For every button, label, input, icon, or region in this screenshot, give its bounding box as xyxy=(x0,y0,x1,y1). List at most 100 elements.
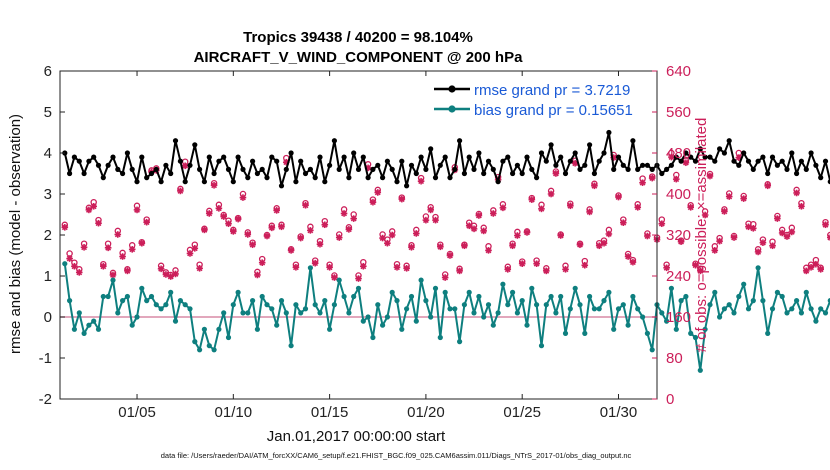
bias-point xyxy=(110,277,116,283)
rmse-point xyxy=(697,146,703,152)
rmse-point xyxy=(71,154,77,160)
rmse-point xyxy=(476,150,482,156)
assimilated-point xyxy=(644,232,651,240)
rmse-point xyxy=(524,154,530,160)
rmse-point xyxy=(707,154,713,160)
possible-point xyxy=(827,231,830,239)
assimilated-point xyxy=(586,208,593,216)
assimilated-point xyxy=(297,234,305,242)
bias-point xyxy=(71,326,77,332)
bias-point xyxy=(336,277,342,283)
rmse-point xyxy=(591,170,598,177)
y-left-tick-label: -2 xyxy=(39,391,52,408)
bias-point xyxy=(567,306,573,312)
bias-point xyxy=(177,298,183,304)
legend-box xyxy=(428,78,652,118)
bias-point xyxy=(630,293,636,300)
rmse-point xyxy=(601,150,607,156)
x-tick-label: 01/05 xyxy=(118,404,156,421)
rmse-point xyxy=(86,158,92,164)
rmse-point xyxy=(375,162,381,168)
assimilated-point xyxy=(523,229,531,236)
bias-point xyxy=(529,285,535,291)
bias-point xyxy=(216,326,222,332)
bias-point xyxy=(399,326,405,332)
assimilated-point xyxy=(114,231,122,238)
bias-point xyxy=(485,302,492,308)
assimilated-point xyxy=(735,154,743,161)
bias-point xyxy=(283,310,289,316)
rmse-point xyxy=(370,166,376,172)
bias-point xyxy=(813,318,819,324)
bias-point xyxy=(717,314,723,320)
bias-point xyxy=(182,302,188,308)
assimilated-point xyxy=(379,234,386,242)
rmse-point xyxy=(509,170,516,177)
bias-point xyxy=(827,298,830,304)
rmse-point xyxy=(225,166,232,172)
bias-point xyxy=(659,310,665,316)
assimilated-point xyxy=(196,265,203,272)
bias-point xyxy=(620,302,626,308)
bias-series xyxy=(62,261,830,373)
y-right-tick-label: 400 xyxy=(666,186,691,203)
bias-point xyxy=(423,298,429,304)
rmse-point xyxy=(640,162,646,168)
assimilated-point xyxy=(316,240,324,248)
assimilated-point xyxy=(793,189,800,197)
rmse-point xyxy=(216,158,222,164)
bias-point xyxy=(519,298,525,304)
assimilated-point xyxy=(518,260,526,267)
assimilated-point xyxy=(201,226,208,234)
assimilated-point xyxy=(764,182,772,190)
bias-point xyxy=(317,310,323,316)
assimilated-point xyxy=(220,213,227,220)
assimilated-point xyxy=(273,207,280,214)
assimilated-point xyxy=(687,204,695,211)
rmse-point xyxy=(235,154,241,160)
rmse-point xyxy=(808,150,814,156)
y-right-tick-label: 80 xyxy=(666,350,683,367)
bias-point xyxy=(798,310,805,316)
rmse-point xyxy=(587,142,593,148)
bias-point xyxy=(144,298,150,304)
bias-point xyxy=(678,298,684,304)
assimilated-point xyxy=(822,221,829,229)
bias-point xyxy=(120,298,126,304)
rmse-point xyxy=(163,162,169,168)
assimilated-point xyxy=(95,219,102,227)
bias-point xyxy=(822,310,829,316)
bias-point xyxy=(442,289,448,295)
rmse-point xyxy=(731,158,737,164)
bias-point xyxy=(206,343,212,349)
bias-point xyxy=(818,306,824,312)
legend-rmse-text: rmse grand pr = 3.7219 xyxy=(474,82,630,99)
assimilated-point xyxy=(697,267,704,275)
bias-point xyxy=(428,314,434,320)
assimilated-point xyxy=(311,259,319,267)
bias-point xyxy=(625,322,631,328)
bias-point xyxy=(490,322,496,328)
assimilated-point xyxy=(682,159,690,167)
bias-point xyxy=(389,289,395,295)
assimilated-point xyxy=(533,260,540,267)
rmse-point xyxy=(192,142,198,148)
y-left-tick-label: 1 xyxy=(44,268,52,285)
bias-point xyxy=(322,298,328,304)
bias-point xyxy=(76,310,82,316)
rmse-point xyxy=(442,154,448,160)
rmse-point xyxy=(269,154,275,160)
assimilated-point xyxy=(210,181,218,189)
bias-point xyxy=(327,326,333,332)
assimilated-point xyxy=(437,243,444,251)
rmse-point xyxy=(144,175,150,181)
assimilated-point xyxy=(75,269,83,276)
rmse-point xyxy=(355,166,362,172)
bias-point xyxy=(331,302,337,308)
rmse-point xyxy=(702,154,708,160)
bias-point xyxy=(553,310,559,316)
bias-point xyxy=(418,277,424,283)
assimilated-point xyxy=(721,208,728,215)
assimilated-point xyxy=(254,271,261,279)
rmse-point xyxy=(813,162,819,168)
